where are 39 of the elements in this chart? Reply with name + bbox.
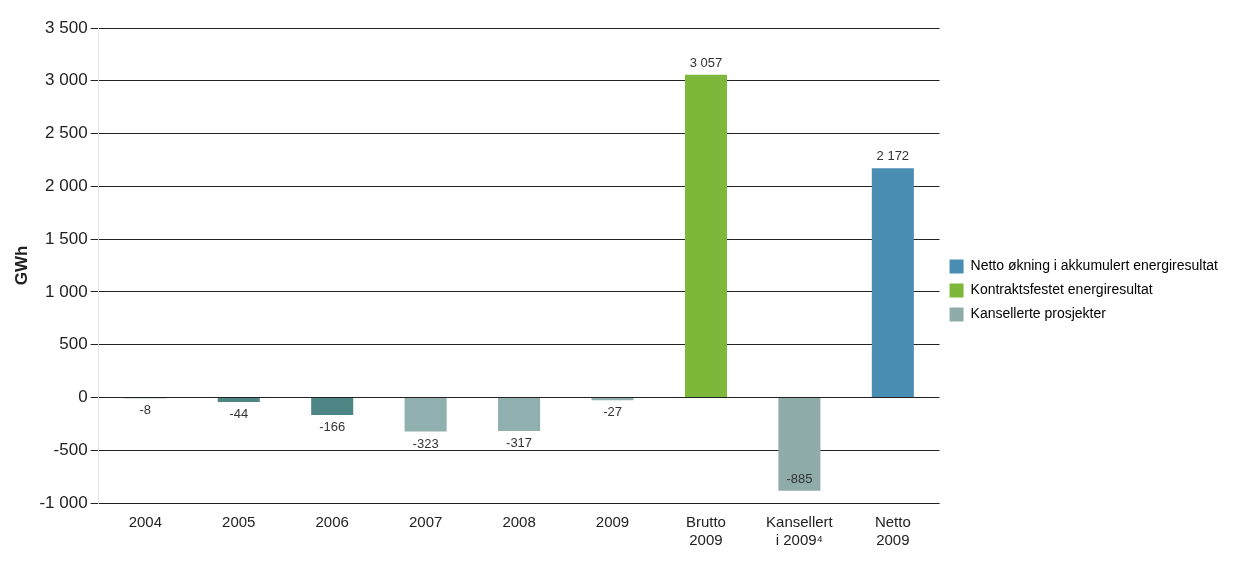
bar	[217, 397, 260, 403]
x-tick-label: Netto 2009	[874, 513, 911, 549]
y-tick-label: 2 500	[45, 123, 88, 143]
data-label: -323	[412, 435, 439, 451]
x-tick-label: 2005	[222, 513, 256, 531]
bar	[871, 168, 914, 397]
legend-label: Kontraktsfestet energiresultat	[970, 281, 1153, 298]
data-label: -166	[319, 419, 346, 435]
data-label: -8	[139, 402, 152, 418]
data-label: -317	[506, 434, 533, 450]
y-tick-label: 3 000	[45, 70, 88, 90]
bar	[498, 397, 541, 431]
x-tick-label: Kansellert i 2009⁴	[766, 513, 834, 549]
y-axis-title: GWh	[11, 245, 31, 286]
x-tick-label: 2006	[315, 513, 349, 531]
data-label: -44	[229, 406, 249, 422]
y-tick-label: 500	[59, 334, 88, 354]
legend-label: Netto økning i akkumulert energiresultat	[970, 257, 1219, 274]
x-tick-label: Brutto 2009	[685, 513, 726, 549]
y-tick-label: 3 500	[45, 17, 88, 37]
y-tick-label: 0	[78, 387, 88, 407]
bar	[311, 397, 354, 415]
data-label: 2 172	[876, 148, 910, 164]
data-label: -885	[786, 470, 813, 486]
bar	[778, 397, 821, 491]
data-label: -27	[603, 404, 622, 420]
legend-label: Kansellerte prosjekter	[970, 305, 1107, 322]
bar	[684, 74, 727, 397]
y-tick-label: -1 000	[39, 492, 88, 512]
x-tick-label: 2009	[595, 513, 630, 531]
x-tick-label: 2008	[502, 513, 536, 531]
y-tick-label: 1 000	[45, 281, 88, 301]
data-label: 3 057	[689, 54, 723, 70]
y-tick-label: 2 000	[45, 176, 88, 196]
x-tick-label: 2007	[408, 513, 443, 531]
x-tick-label: 2004	[128, 513, 163, 531]
y-tick-label: -500	[53, 439, 88, 459]
bar	[404, 397, 447, 432]
y-tick-label: 1 500	[45, 228, 88, 248]
